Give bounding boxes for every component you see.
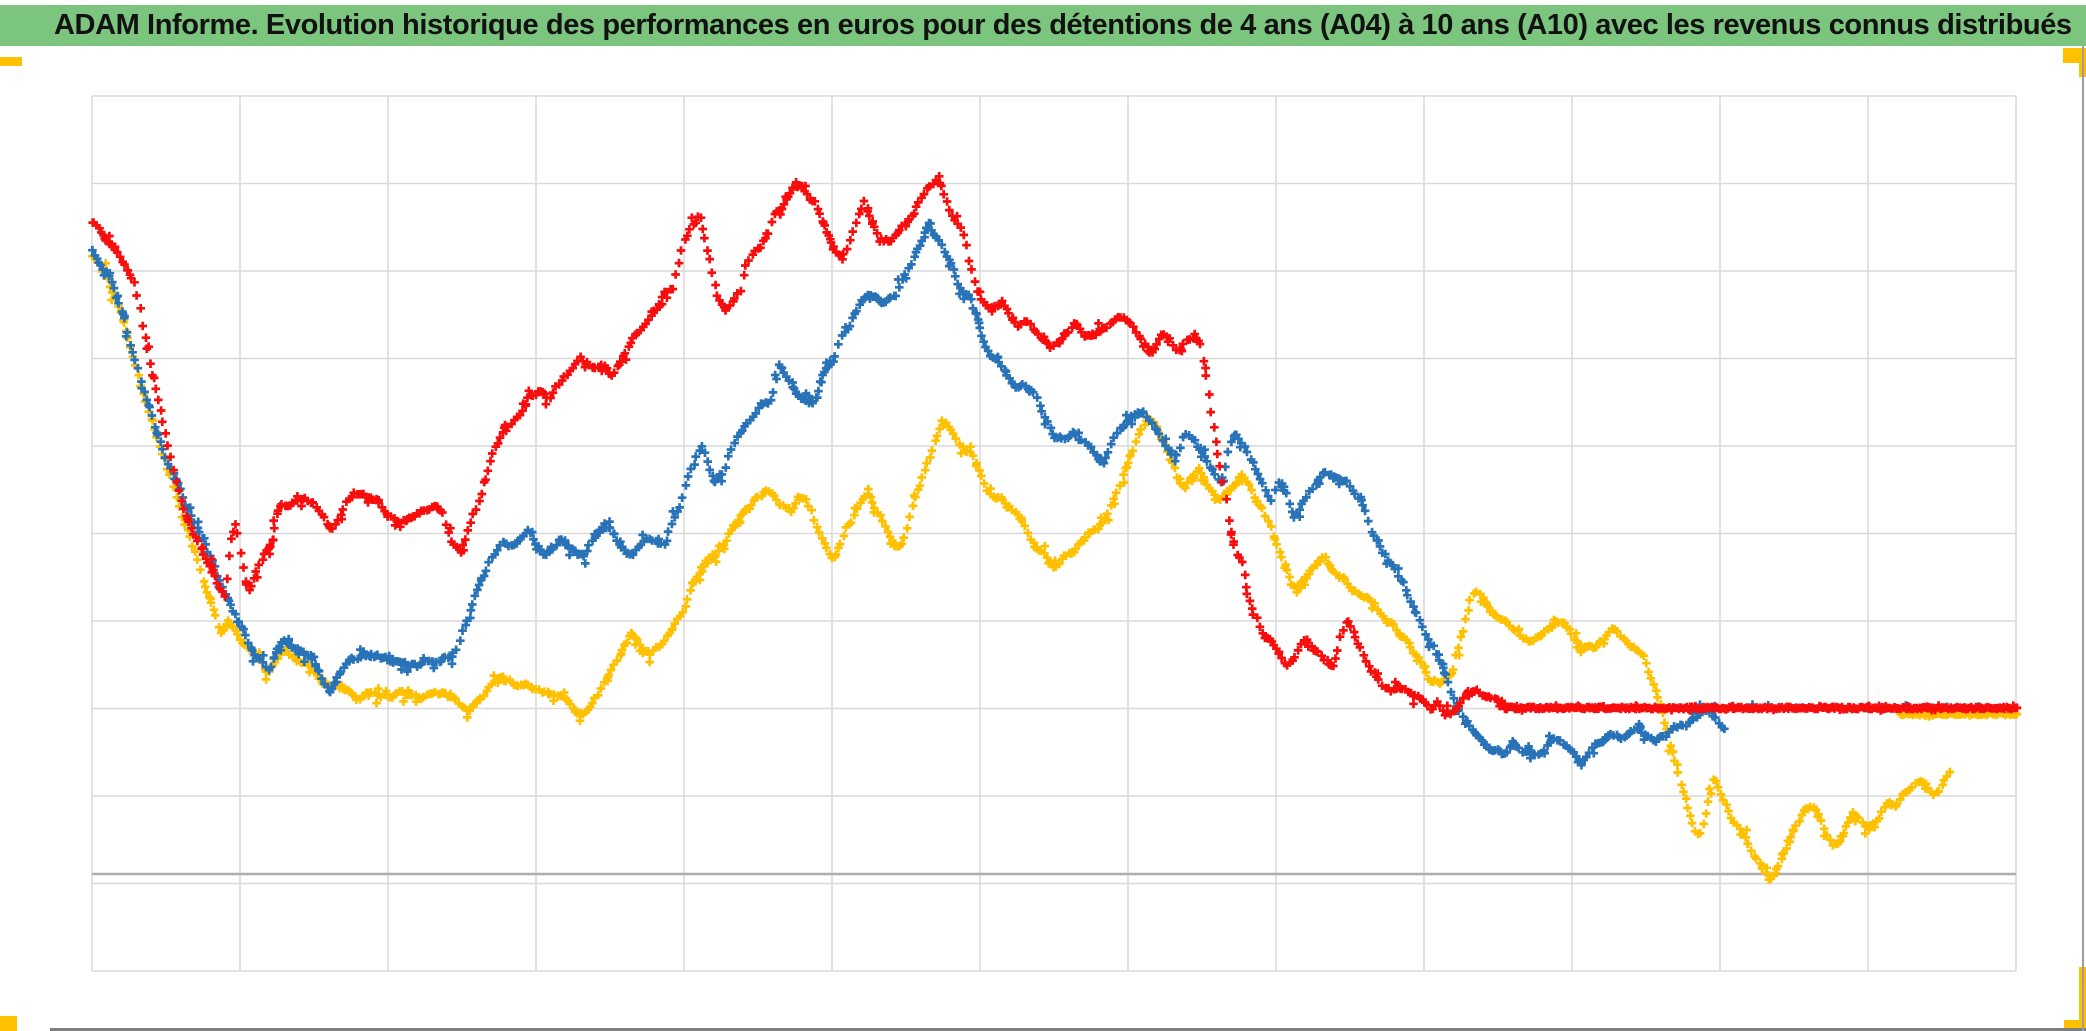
gold-tab-top-left <box>0 57 22 66</box>
bottom-rule <box>50 1028 2086 1031</box>
gridlines <box>91 95 2017 972</box>
red-series <box>88 172 2022 720</box>
title-banner: ADAM Informe. Evolution historique des p… <box>0 5 2086 46</box>
page-title: ADAM Informe. Evolution historique des p… <box>54 9 2072 41</box>
gold-bracket-bottom-right-h <box>2064 1020 2086 1031</box>
gold-square-bottom-left <box>0 1016 17 1031</box>
right-edge-rule <box>2082 46 2084 1031</box>
blue-series <box>88 218 2001 770</box>
